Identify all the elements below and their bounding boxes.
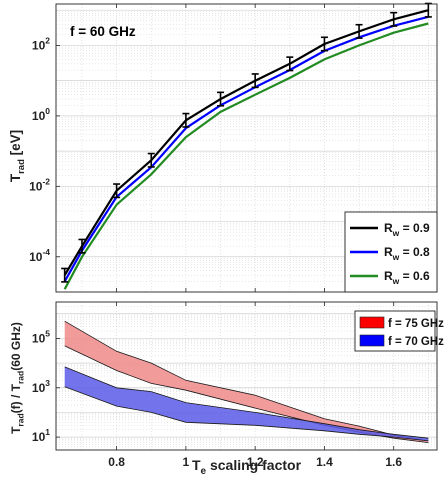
bottom-ylabel-s1: rad: [16, 413, 26, 426]
tick-exponent: 1: [45, 427, 50, 437]
tick-base: 10: [32, 381, 46, 395]
top-y-tick-label: 102: [32, 35, 50, 52]
top-y-axis-label: Trad [eV]: [8, 130, 27, 182]
bottom-legend-swatch-0: [359, 316, 385, 329]
bottom-ylabel-s2: rad: [16, 371, 26, 384]
frequency-annotation: f = 60 GHz: [70, 24, 136, 39]
tick-exponent: 3: [45, 378, 50, 388]
tick-exponent: 2: [45, 35, 50, 45]
xlabel-sub: e: [201, 466, 207, 477]
top-axes-frame: [55, 3, 438, 293]
bottom-y-tick-label: 103: [32, 378, 50, 395]
tick-base: 10: [29, 250, 43, 264]
band-fill-1: [64, 366, 429, 441]
svg-text:Trad [eV]: Trad [eV]: [8, 130, 27, 182]
tick-base: 10: [32, 331, 46, 345]
legend-label-main: R: [384, 245, 393, 259]
tick-base: 10: [29, 179, 43, 193]
series-line-0: [63, 9, 429, 276]
bottom-legend: f = 75 GHz f = 70 GHz: [354, 310, 444, 352]
top-ylabel-sub: rad: [16, 159, 27, 174]
tick-exponent: -4: [42, 247, 50, 257]
top-ylabel-unit: [eV]: [8, 130, 23, 159]
x-tick-label: 1.2: [247, 455, 264, 469]
legend-label-sub: w: [392, 228, 400, 238]
x-tick-label: 1.6: [385, 455, 402, 469]
svg-text:Trad(f) / Trad(60 GHz): Trad(f) / Trad(60 GHz): [9, 322, 26, 434]
top-legend: Rw = 0.9Rw = 0.8Rw = 0.6: [344, 211, 438, 293]
legend-label-main: R: [384, 269, 393, 283]
legend-label-sub: w: [392, 276, 400, 286]
legend-label-2: Rw = 0.6: [384, 269, 430, 286]
x-tick-label: 0.8: [108, 455, 125, 469]
top-y-tick-label: 10-4: [29, 247, 50, 264]
tick-exponent: 0: [45, 106, 50, 116]
bottom-y-tick-label: 105: [32, 328, 50, 345]
bottom-axes-frame: [55, 301, 438, 451]
bottom-x-tick-labels: 0.8 1 1.2 1.4 1.6: [108, 455, 402, 469]
tick-exponent: -2: [42, 176, 50, 186]
tick-base: 10: [32, 38, 46, 52]
bottom-ylabel-p1: T: [9, 426, 23, 434]
x-axis-label: Te scaling factor: [192, 457, 302, 477]
bottom-y-axis-label: Trad(f) / Trad(60 GHz): [9, 322, 26, 434]
tick-base: 10: [32, 109, 46, 123]
top-series: [61, 2, 432, 290]
tick-base: 10: [32, 430, 46, 444]
x-tick-label: 1.4: [316, 455, 333, 469]
band-lower-edge-1: [64, 386, 429, 442]
band-upper-edge-0: [64, 320, 429, 442]
tick-exponent: 5: [45, 328, 50, 338]
band-upper-edge-1: [64, 366, 429, 439]
top-ylabel-main: T: [8, 173, 23, 182]
top-y-tick-label: 10-2: [29, 176, 50, 193]
series-line-2: [63, 22, 429, 290]
bottom-ylabel-p3: (60 GHz): [9, 322, 23, 371]
top-y-tick-label: 100: [32, 106, 50, 123]
xlabel-rest: scaling factor: [206, 457, 301, 473]
legend-label-1: Rw = 0.8: [384, 245, 430, 262]
legend-label-0: Rw = 0.9: [384, 221, 430, 238]
legend-label-value: = 0.9: [399, 221, 430, 235]
bottom-y-tick-label: 101: [32, 427, 50, 444]
bottom-ylabel-p2: (f) / T: [9, 383, 23, 413]
bottom-bands: [64, 320, 429, 443]
legend-label-value: = 0.6: [399, 269, 430, 283]
legend-label-main: R: [384, 221, 393, 235]
bottom-legend-label-0: f = 75 GHz: [388, 318, 444, 330]
series-line-1: [63, 15, 429, 282]
x-tick-label: 1: [183, 455, 190, 469]
bottom-legend-label-1: f = 70 GHz: [388, 336, 444, 348]
legend-label-value: = 0.8: [399, 245, 430, 259]
bottom-legend-swatch-1: [359, 334, 385, 347]
legend-label-sub: w: [392, 252, 400, 262]
xlabel-main: T: [192, 457, 201, 473]
